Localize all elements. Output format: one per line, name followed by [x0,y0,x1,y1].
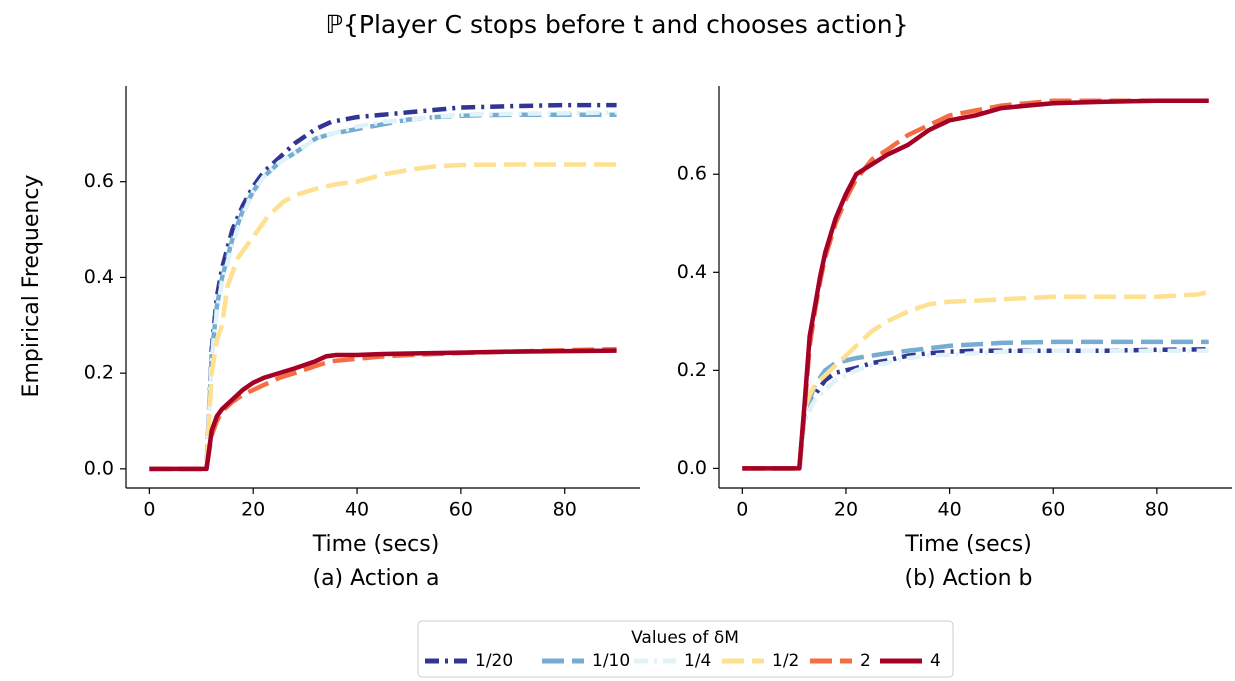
series-line-1-4 [149,110,617,472]
x-tick-label: 0 [143,499,155,521]
subplot-caption: (a) Action a [312,566,439,591]
legend-items: 1/20 1/10 1/4 1/2 2 4 [425,651,941,671]
series-line-1-20 [149,102,617,472]
series-line-1-2 [742,289,1210,471]
x-tick-label: 40 [345,499,369,521]
legend-label: 1/20 [475,651,513,671]
y-axis-label: Empirical Frequency [19,175,44,398]
y-tick-label: 0.0 [84,457,114,479]
x-tick-label: 60 [449,499,473,521]
x-tick-label: 80 [553,499,577,521]
legend-title: Values of δM [631,628,739,648]
y-tick-label: 0.4 [84,266,114,288]
series-line-2 [742,98,1209,471]
legend-label: 1/10 [592,651,630,671]
x-tick-label: 0 [736,499,748,521]
y-tick-label: 0.2 [677,359,707,381]
legend: Values of δM 1/20 1/10 1/4 1/2 2 4 [417,620,954,678]
legend-label: 1/4 [684,651,711,671]
x-axis-label: Time (secs) [312,532,440,557]
panel-action-b: 0 20 40 60 80 0.0 0.2 0.4 0.6 Time (secs) (b) Acti… [677,86,1232,591]
series-line-1-2 [149,162,617,472]
series-line-4 [742,98,1209,471]
panel-action-a: 0 20 40 60 80 0.0 0.2 0.4 0.6 Time (secs) (a) Acti… [84,86,640,591]
x-tick-label: 20 [241,499,265,521]
x-axis-label: Time (secs) [904,532,1032,557]
legend-label: 1/2 [772,651,799,671]
y-tick-label: 0.2 [84,362,114,384]
x-tick-label: 80 [1145,499,1169,521]
x-tick-label: 60 [1041,499,1065,521]
legend-label: 2 [860,651,871,671]
subplot-caption: (b) Action b [905,566,1033,591]
series-line-1-4 [742,348,1209,471]
y-tick-label: 0.4 [677,261,707,283]
figure-title: ℙ{Player C stops before t and chooses ac… [325,10,908,39]
x-tick-label: 40 [937,499,961,521]
legend-label: 4 [930,651,941,671]
x-tick-label: 20 [834,499,858,521]
y-tick-label: 0.0 [677,457,707,479]
y-tick-label: 0.6 [677,163,707,185]
series-line-4 [149,348,617,472]
y-tick-label: 0.6 [84,170,114,192]
